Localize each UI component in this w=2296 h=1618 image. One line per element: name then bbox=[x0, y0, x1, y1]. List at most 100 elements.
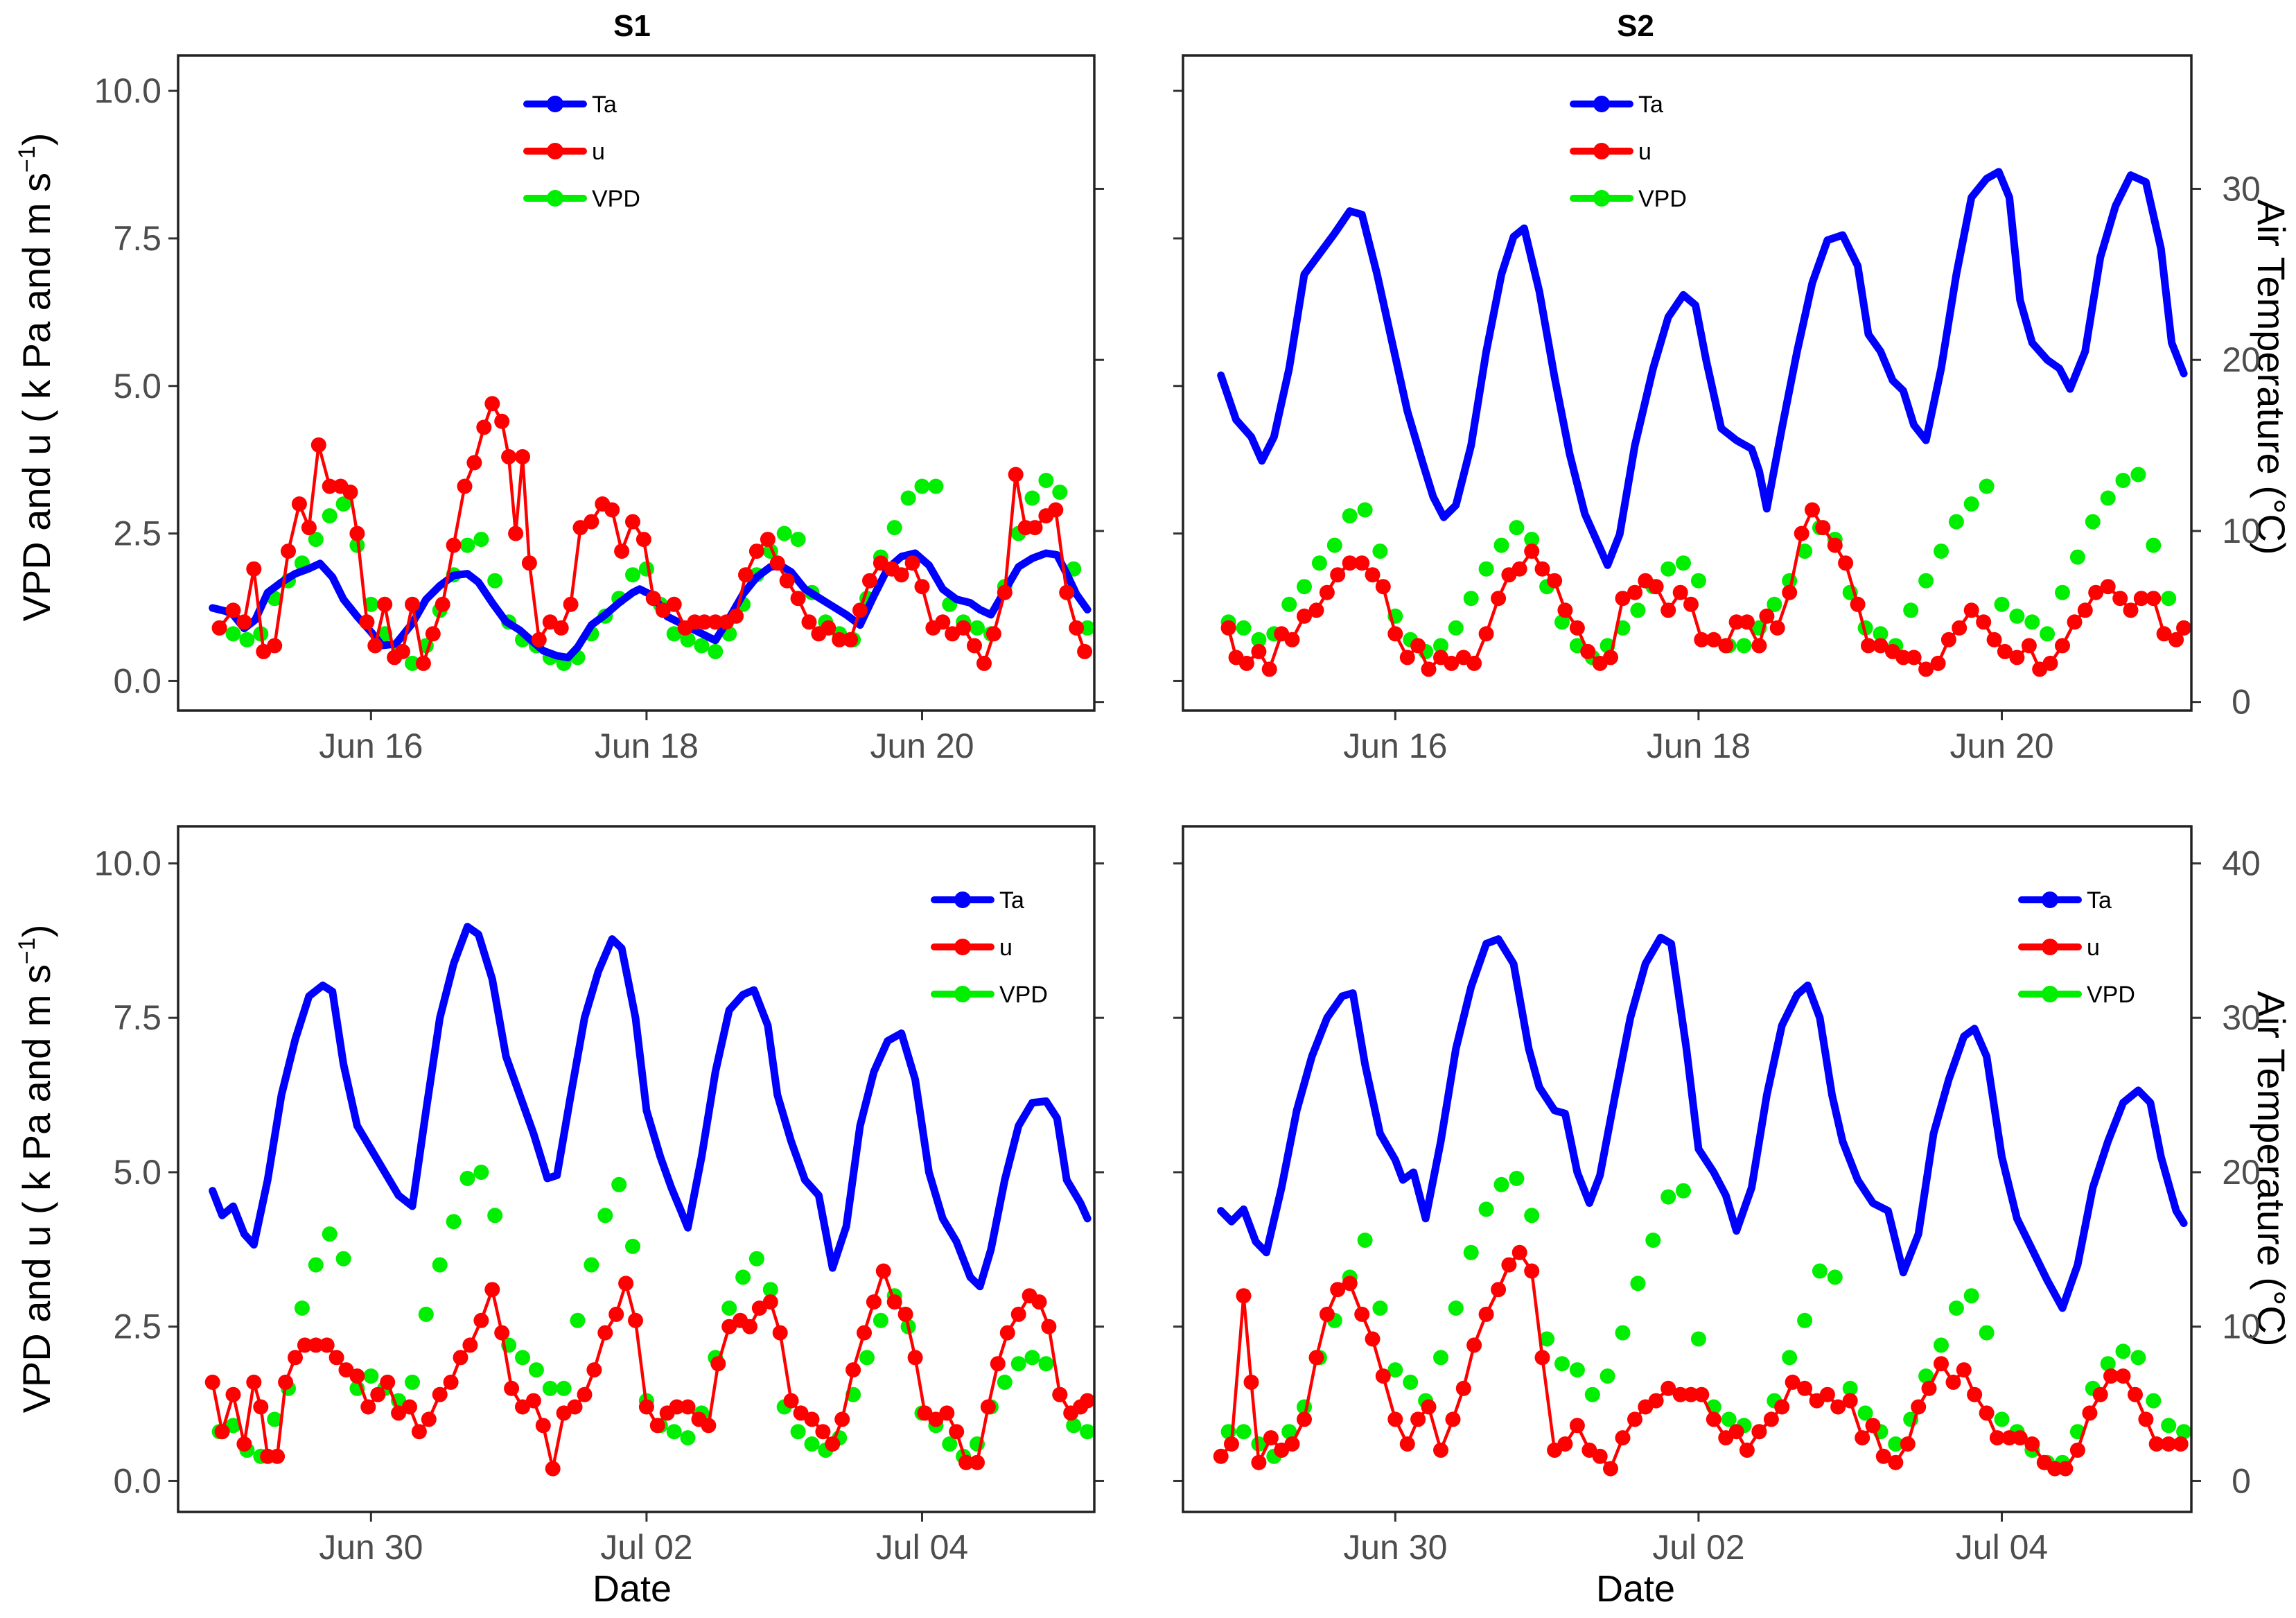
column-title-s1: S1 bbox=[613, 9, 651, 43]
series-u-point bbox=[291, 496, 307, 512]
series-VPD-point bbox=[322, 508, 338, 524]
series-VPD-point bbox=[473, 532, 489, 548]
series-u-point bbox=[1421, 1399, 1437, 1415]
series-u-point bbox=[1354, 555, 1370, 571]
series-u-point bbox=[985, 626, 1001, 642]
series-u-point bbox=[1861, 638, 1876, 654]
series-u-point bbox=[425, 626, 441, 642]
series-u-point bbox=[1399, 1436, 1415, 1452]
series-u-point bbox=[1672, 1386, 1688, 1402]
series-VPD-point bbox=[1934, 1337, 1949, 1353]
series-VPD-point bbox=[1554, 1356, 1570, 1372]
series-u-point bbox=[748, 543, 764, 559]
series-u-point bbox=[1706, 1411, 1721, 1427]
series-VPD-point bbox=[1403, 1374, 1419, 1390]
series-u-point bbox=[236, 1436, 252, 1452]
series-u-point bbox=[545, 1461, 561, 1477]
series-u-point bbox=[628, 1312, 643, 1328]
series-VPD-point bbox=[1297, 579, 1312, 595]
series-u-point bbox=[214, 1424, 230, 1440]
series-u-point bbox=[1986, 632, 2002, 647]
series-VPD-point bbox=[2161, 591, 2177, 607]
legend: Ta u VPD bbox=[2018, 887, 2135, 1008]
series-u-point bbox=[1251, 1454, 1267, 1470]
series-u-point bbox=[939, 1405, 955, 1421]
right-y-tick-label: 10 bbox=[2222, 512, 2261, 550]
x-tick-label: Jun 18 bbox=[1647, 727, 1751, 765]
series-u-point bbox=[476, 419, 492, 435]
series-u-point bbox=[976, 655, 992, 671]
series-u-point bbox=[2012, 1430, 2028, 1446]
series-u-point bbox=[769, 555, 785, 571]
series-VPD-point bbox=[1509, 520, 1525, 536]
series-u-point bbox=[1797, 1380, 1813, 1396]
series-u-point bbox=[1759, 608, 1775, 624]
series-VPD-point bbox=[1433, 1350, 1448, 1366]
series-u-point bbox=[866, 1294, 882, 1310]
x-tick-label: Jun 16 bbox=[1343, 727, 1447, 765]
series-VPD-point bbox=[1584, 1386, 1600, 1402]
series-u-point bbox=[1052, 1386, 1068, 1402]
series-VPD-point bbox=[2040, 626, 2056, 642]
series-u-line bbox=[1219, 1251, 2182, 1470]
series-u-point bbox=[1956, 1362, 1972, 1378]
series-Ta-line bbox=[1217, 168, 2188, 569]
series-u-point bbox=[1683, 596, 1699, 612]
series-u-point bbox=[308, 1337, 324, 1353]
series-VPD-point bbox=[2100, 490, 2116, 506]
series-u-point bbox=[907, 1350, 923, 1366]
legend-label-Ta: Ta bbox=[2087, 887, 2112, 914]
series-VPD-point bbox=[308, 1257, 324, 1273]
series-VPD-point bbox=[735, 1269, 751, 1285]
legend-label-Ta: Ta bbox=[999, 887, 1024, 914]
series-u-point bbox=[1672, 584, 1688, 600]
series-u-point bbox=[225, 1386, 241, 1402]
series-u-point bbox=[949, 1424, 965, 1440]
series-u-point bbox=[1077, 643, 1093, 659]
series-VPD-point bbox=[473, 1165, 489, 1180]
series-VPD-point bbox=[666, 1424, 682, 1440]
right-y-tick-label: 30 bbox=[2222, 998, 2261, 1037]
series-u-point bbox=[1615, 591, 1631, 607]
x-axis-title-right: Date bbox=[1596, 1568, 1675, 1610]
series-u-point bbox=[297, 1337, 313, 1353]
series-u-point bbox=[349, 525, 365, 541]
series-u-point bbox=[1569, 1418, 1585, 1434]
series-u-point bbox=[614, 543, 630, 559]
series-u-point bbox=[2138, 1411, 2154, 1427]
series-u-point bbox=[1319, 584, 1335, 600]
series-Ta-line bbox=[209, 549, 1092, 661]
series-u-point bbox=[2103, 1368, 2119, 1384]
series-VPD-point bbox=[1918, 573, 1934, 589]
series-u-point bbox=[1220, 620, 1236, 636]
series-u-point bbox=[1342, 555, 1358, 571]
series-u-point bbox=[1342, 1276, 1358, 1291]
series-u-point bbox=[484, 396, 500, 412]
series-VPD-point bbox=[1736, 638, 1752, 654]
series-u-point bbox=[402, 1399, 417, 1415]
series-VPD-point bbox=[1448, 620, 1464, 636]
series-u-point bbox=[852, 602, 868, 618]
series-u-point bbox=[2100, 579, 2116, 595]
series-VPD-point bbox=[942, 1436, 958, 1452]
legend-swatch-point-VPD bbox=[2042, 986, 2058, 1002]
series-u-point bbox=[1251, 643, 1267, 659]
series-u-point bbox=[2123, 602, 2139, 618]
series-VPD-point bbox=[1509, 1170, 1525, 1186]
series-u-point bbox=[967, 638, 982, 654]
series-u-point bbox=[935, 614, 951, 630]
series-u-point bbox=[1330, 567, 1346, 583]
series-VPD-point bbox=[1767, 596, 1782, 612]
series-u-point bbox=[2133, 591, 2149, 607]
series-VPD-point bbox=[680, 632, 696, 647]
series-u-point bbox=[1660, 602, 1676, 618]
series-VPD-point bbox=[1080, 620, 1096, 636]
series-u-point bbox=[708, 614, 724, 630]
series-VPD-point bbox=[1645, 1233, 1661, 1248]
series-VPD-point bbox=[859, 1350, 875, 1366]
series-VPD-point bbox=[1236, 620, 1252, 636]
right-axis-title-top: Air Temperature (°C) bbox=[2250, 199, 2293, 555]
series-VPD-point bbox=[997, 1374, 1013, 1390]
series-Ta-line bbox=[1217, 933, 2188, 1312]
series-VPD-point bbox=[1524, 1208, 1540, 1224]
